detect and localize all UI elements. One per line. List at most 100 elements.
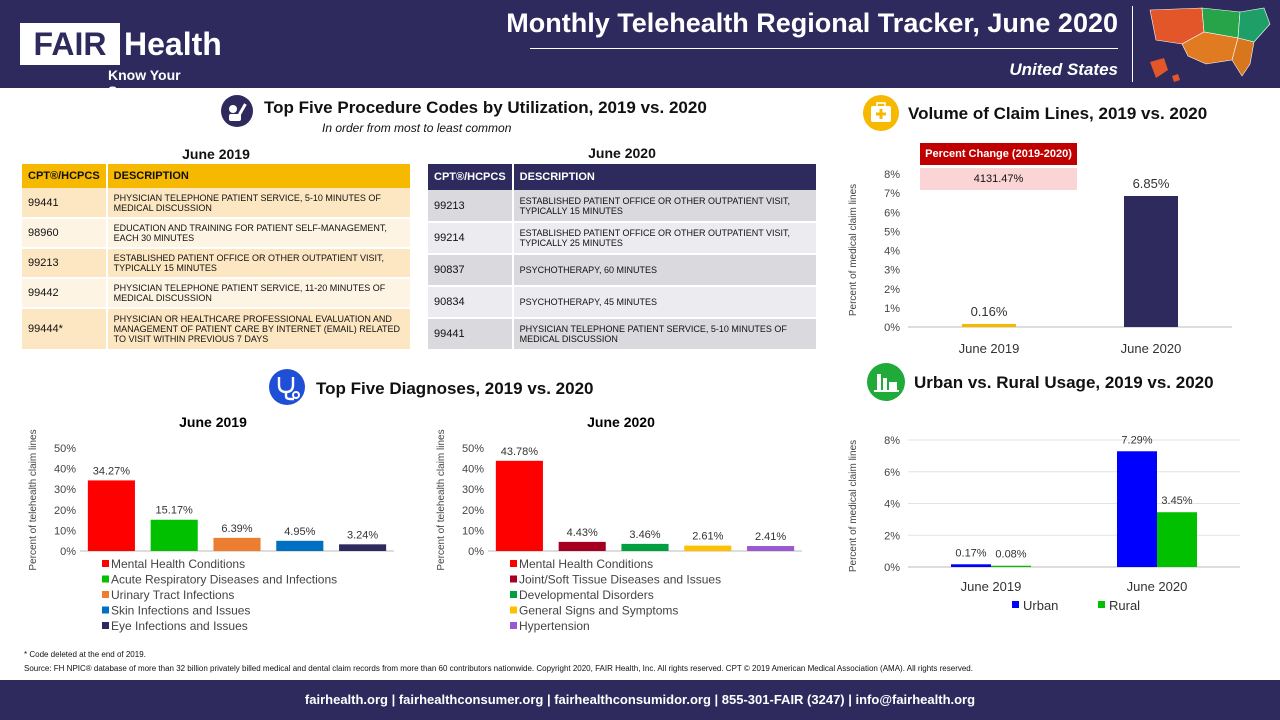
legend-label: Skin Infections and Issues (111, 604, 250, 618)
data-label: 3.46% (629, 529, 660, 541)
legend-swatch (102, 591, 109, 598)
table-2019-heading: June 2019 (182, 146, 250, 162)
proc-desc: ESTABLISHED PATIENT OFFICE OR OTHER OUTP… (512, 190, 816, 223)
y-tick-label: 0% (468, 546, 484, 558)
col-code-header: CPT®/HCPCS (428, 164, 514, 190)
y-tick-label: 5% (884, 226, 900, 238)
source-note: Source: FH NPIC® database of more than 3… (24, 664, 973, 673)
proc-desc: PHYSICIAN OR HEALTHCARE PROFESSIONAL EVA… (106, 308, 410, 351)
proc-desc: PHYSICIAN TELEPHONE PATIENT SERVICE, 5-1… (106, 188, 410, 219)
bar (951, 564, 991, 567)
proc-desc: PHYSICIAN TELEPHONE PATIENT SERVICE, 5-1… (512, 318, 816, 351)
proc-code: 98960 (22, 218, 108, 249)
data-label: 4.95% (284, 526, 315, 538)
percent-change-value: 4131.47% (920, 168, 1077, 190)
bar (1157, 512, 1197, 567)
y-tick-label: 10% (54, 525, 76, 537)
first-aid-kit-icon (863, 95, 899, 131)
x-tick-label: June 2019 (961, 579, 1022, 594)
legend-swatch (102, 560, 109, 567)
legend-swatch (510, 622, 517, 629)
data-label: 0.16% (971, 304, 1008, 319)
bar (684, 545, 732, 551)
y-tick-label: 30% (54, 484, 76, 496)
data-label: 2.61% (692, 531, 723, 543)
y-tick-label: 40% (54, 464, 76, 476)
bar (962, 323, 1016, 327)
page-title: Monthly Telehealth Regional Tracker, Jun… (506, 8, 1118, 38)
y-tick-label: 2% (884, 530, 900, 542)
chart-title: June 2019 (179, 414, 247, 430)
table-row: 98960 EDUCATION AND TRAINING FOR PATIENT … (22, 218, 410, 249)
header-divider (1132, 6, 1133, 82)
y-tick-label: 1% (884, 303, 900, 315)
proc-desc: EDUCATION AND TRAINING FOR PATIENT SELF-… (106, 218, 410, 249)
y-tick-label: 3% (884, 265, 900, 277)
table-row: 99441 PHYSICIAN TELEPHONE PATIENT SERVICE… (428, 318, 816, 351)
table-row: 99441 PHYSICIAN TELEPHONE PATIENT SERVICE… (22, 188, 410, 219)
procedures-title: Top Five Procedure Codes by Utilization,… (264, 98, 707, 117)
col-desc-header: DESCRIPTION (106, 164, 410, 188)
region-label: United States (1009, 60, 1118, 79)
header-bar (0, 0, 1280, 88)
fairhealth-logo: FAIR Health Know Your Source (20, 5, 222, 99)
procedures-subtitle: In order from most to least common (322, 121, 512, 135)
legend-swatch (1012, 601, 1019, 608)
city-icon (867, 363, 905, 401)
proc-code: 99444* (22, 308, 108, 351)
proc-desc: ESTABLISHED PATIENT OFFICE OR OTHER OUTP… (512, 222, 816, 255)
diagnoses-2019-chart: June 2019 Percent of telehealth claim lin… (28, 414, 394, 633)
logo-fair-text: FAIR (20, 23, 120, 65)
proc-code: 90837 (428, 254, 514, 287)
y-tick-label: 20% (462, 505, 484, 517)
urban-rural-chart: Percent of medical claim lines 0% 2% 4% 6% 8%… (848, 434, 1240, 613)
y-axis-label: Percent of telehealth claim lines (436, 429, 447, 570)
legend-swatch (102, 622, 109, 629)
y-tick-label: 20% (54, 505, 76, 517)
proc-desc: PSYCHOTHERAPY, 45 MINUTES (512, 286, 816, 319)
title-divider (530, 48, 1118, 49)
footer-bar (0, 680, 1280, 720)
proc-code: 99213 (22, 248, 108, 279)
y-tick-label: 8% (884, 169, 900, 181)
data-label: 0.17% (955, 547, 986, 559)
legend-swatch (102, 575, 109, 583)
stethoscope-icon (269, 369, 305, 405)
y-tick-label: 2% (884, 284, 900, 296)
y-axis-label: Percent of medical claim lines (848, 184, 859, 316)
bar (1124, 195, 1178, 327)
logo-tagline: Know Your Source (108, 67, 181, 99)
footnote: * Code deleted at the end of 2019. (24, 650, 146, 659)
table-row: 99444* PHYSICIAN OR HEALTHCARE PROFESSION… (22, 308, 410, 351)
bar (495, 460, 543, 551)
chart-title: June 2020 (587, 414, 655, 430)
volume-chart: Percent of medical claim lines 0% 1% 2% 3% 4%… (848, 169, 1232, 356)
table-row: 99213 ESTABLISHED PATIENT OFFICE OR OTHER… (22, 248, 410, 279)
urban-rural-title: Urban vs. Rural Usage, 2019 vs. 2020 (914, 373, 1214, 392)
y-axis-label: Percent of medical claim lines (848, 440, 859, 572)
logo-health-text: Health (124, 26, 222, 62)
legend-label: Hypertension (519, 619, 590, 633)
diagnoses-2020-chart: June 2020 Percent of telehealth claim lin… (436, 414, 802, 633)
footer-contact-links[interactable]: fairhealth.org | fairhealthconsumer.org … (304, 692, 976, 707)
table-row: 90834 PSYCHOTHERAPY, 45 MINUTES (428, 286, 816, 319)
table-row: 99442 PHYSICIAN TELEPHONE PATIENT SERVICE… (22, 278, 410, 309)
proc-code: 99441 (428, 318, 514, 351)
procedure-table-2020: CPT®/HCPCS DESCRIPTION 99213 ESTABLISHED … (428, 164, 816, 351)
data-label: 15.17% (156, 505, 194, 517)
legend-swatch (102, 606, 109, 614)
legend-label: Mental Health Conditions (111, 557, 245, 571)
y-tick-label: 10% (462, 525, 484, 537)
legend-label: Urban (1023, 598, 1058, 613)
legend-label: Eye Infections and Issues (111, 619, 248, 633)
us-map-icon (1149, 7, 1271, 82)
data-label: 2.41% (755, 531, 786, 543)
data-label: 3.24% (347, 529, 378, 541)
bar (558, 541, 606, 551)
legend-label: Mental Health Conditions (519, 557, 653, 571)
x-tick-label: June 2020 (1121, 341, 1182, 356)
volume-title: Volume of Claim Lines, 2019 vs. 2020 (908, 104, 1208, 123)
procedure-table-2019: CPT®/HCPCS DESCRIPTION 99441 PHYSICIAN TE… (22, 164, 410, 351)
data-label: 7.29% (1121, 434, 1152, 446)
col-code-header: CPT®/HCPCS (22, 164, 108, 188)
